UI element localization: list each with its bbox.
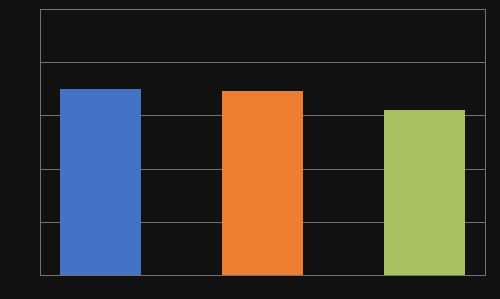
Bar [222,91,303,275]
Bar [384,110,465,275]
Bar [60,89,141,275]
